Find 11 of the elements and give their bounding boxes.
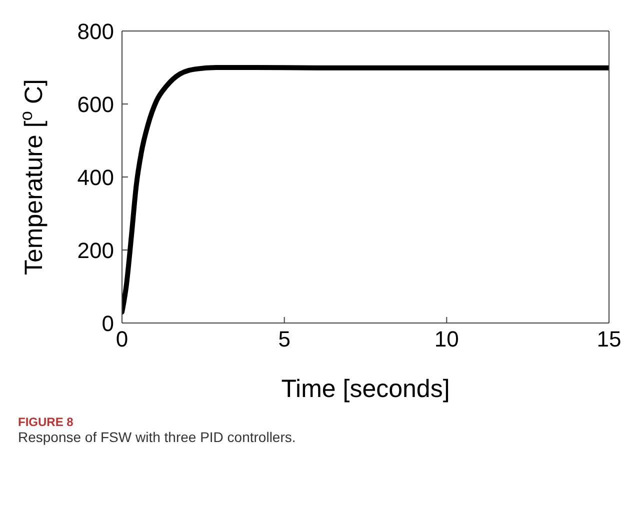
y-tick-label: 800 bbox=[77, 18, 114, 44]
caption: FIGURE 8 bbox=[18, 415, 74, 429]
y-tick-label: 400 bbox=[77, 164, 114, 190]
y-tick-label: 200 bbox=[77, 238, 114, 263]
y-tick-label: 0 bbox=[102, 310, 114, 336]
x-tick-label: 5 bbox=[278, 326, 290, 352]
y-tick-label: 600 bbox=[77, 92, 114, 117]
x-tick-label: 10 bbox=[434, 326, 459, 352]
x-tick-label: 15 bbox=[596, 326, 622, 352]
x-axis-title: Time [seconds] bbox=[281, 375, 450, 403]
text: Response of FSW with three PID controllers. bbox=[18, 429, 297, 445]
